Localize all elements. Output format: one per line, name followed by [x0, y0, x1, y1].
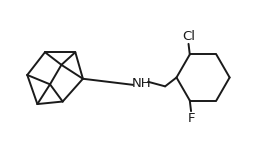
Text: NH: NH: [131, 77, 151, 90]
Text: F: F: [187, 112, 195, 125]
Text: Cl: Cl: [182, 30, 195, 43]
